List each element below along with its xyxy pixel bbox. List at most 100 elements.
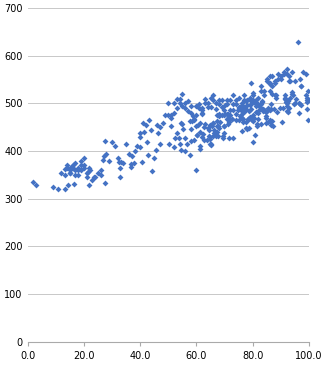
- Point: [215, 123, 220, 129]
- Point: [241, 119, 246, 125]
- Point: [263, 115, 268, 121]
- Point: [194, 103, 199, 109]
- Point: [187, 118, 193, 124]
- Point: [211, 97, 216, 103]
- Point: [184, 141, 189, 147]
- Point: [301, 69, 306, 74]
- Point: [220, 135, 226, 141]
- Point: [239, 115, 244, 121]
- Point: [209, 142, 214, 147]
- Point: [84, 174, 89, 180]
- Point: [250, 92, 255, 98]
- Point: [197, 105, 202, 111]
- Point: [267, 88, 273, 94]
- Point: [245, 97, 250, 103]
- Point: [112, 143, 117, 149]
- Point: [201, 137, 206, 143]
- Point: [121, 160, 126, 166]
- Point: [254, 122, 259, 127]
- Point: [199, 105, 205, 111]
- Point: [281, 69, 286, 74]
- Point: [250, 112, 255, 118]
- Point: [78, 158, 84, 164]
- Point: [233, 97, 238, 103]
- Point: [226, 135, 232, 141]
- Point: [266, 107, 271, 113]
- Point: [163, 112, 168, 118]
- Point: [185, 98, 191, 104]
- Point: [242, 109, 247, 115]
- Point: [261, 88, 267, 93]
- Point: [181, 126, 186, 131]
- Point: [273, 92, 278, 98]
- Point: [216, 113, 222, 119]
- Point: [172, 144, 177, 150]
- Point: [278, 76, 284, 82]
- Point: [166, 101, 171, 107]
- Point: [177, 101, 182, 107]
- Point: [90, 177, 95, 182]
- Point: [63, 166, 68, 172]
- Point: [178, 141, 183, 147]
- Point: [210, 120, 215, 126]
- Point: [62, 172, 67, 177]
- Point: [67, 170, 72, 176]
- Point: [199, 134, 205, 140]
- Point: [250, 118, 256, 124]
- Point: [262, 108, 267, 114]
- Point: [150, 168, 155, 173]
- Point: [200, 131, 205, 137]
- Point: [64, 165, 70, 171]
- Point: [284, 103, 289, 109]
- Point: [284, 97, 289, 103]
- Point: [259, 99, 265, 105]
- Point: [239, 100, 244, 105]
- Point: [290, 69, 295, 74]
- Point: [259, 101, 264, 107]
- Point: [216, 133, 221, 139]
- Point: [158, 141, 163, 147]
- Point: [246, 116, 251, 122]
- Point: [64, 162, 70, 168]
- Point: [231, 101, 236, 107]
- Point: [115, 155, 120, 161]
- Point: [138, 144, 143, 150]
- Point: [183, 148, 188, 154]
- Point: [208, 95, 213, 101]
- Point: [295, 39, 301, 45]
- Point: [304, 92, 309, 98]
- Point: [146, 152, 151, 158]
- Point: [140, 120, 146, 126]
- Point: [248, 80, 253, 85]
- Point: [231, 92, 236, 98]
- Point: [298, 83, 303, 89]
- Point: [91, 174, 96, 180]
- Point: [128, 161, 133, 167]
- Point: [207, 141, 213, 147]
- Point: [171, 101, 177, 107]
- Point: [254, 123, 260, 129]
- Point: [222, 112, 227, 118]
- Point: [168, 115, 174, 121]
- Point: [182, 135, 187, 141]
- Point: [85, 169, 91, 175]
- Point: [73, 160, 78, 166]
- Point: [287, 73, 292, 79]
- Point: [199, 111, 204, 117]
- Point: [206, 127, 211, 133]
- Point: [214, 112, 219, 118]
- Point: [187, 152, 192, 158]
- Point: [197, 101, 202, 107]
- Point: [81, 165, 86, 171]
- Point: [95, 170, 100, 176]
- Point: [236, 104, 241, 110]
- Point: [216, 97, 222, 103]
- Point: [296, 111, 301, 116]
- Point: [76, 165, 81, 171]
- Point: [224, 116, 229, 122]
- Point: [267, 81, 272, 87]
- Point: [255, 110, 260, 116]
- Point: [66, 182, 71, 188]
- Point: [290, 92, 296, 98]
- Point: [247, 114, 252, 120]
